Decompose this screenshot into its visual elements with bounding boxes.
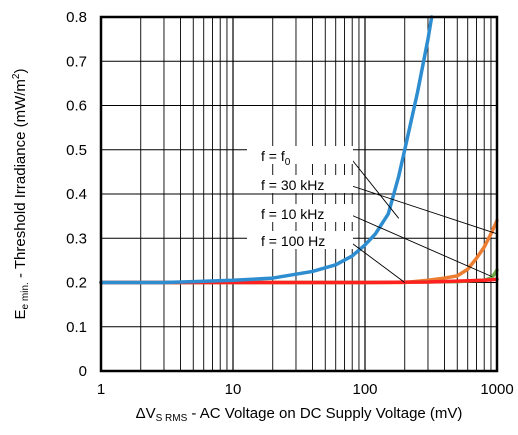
- y-axis-label-middle: - Threshold Irradiance (mW/m: [12, 79, 29, 282]
- x-tick-label: 1000: [480, 381, 513, 398]
- annotations: f = f0 f = 30 kHz f = 10 kHz f = 100 Hz: [247, 146, 498, 283]
- y-axis-label-suffix: ): [12, 69, 29, 74]
- annotation-leader-line: [348, 240, 406, 283]
- y-axis-label-sub: e min.: [20, 282, 31, 309]
- annotation-backdrop: [247, 146, 353, 164]
- annotation-leader-line: [348, 155, 400, 219]
- x-tick-label: 10: [225, 381, 242, 398]
- y-tick-label: 0.4: [66, 186, 87, 203]
- y-tick-label: 0.2: [66, 275, 87, 292]
- series-line-2: [99, 277, 499, 285]
- y-tick-label: 0.7: [66, 53, 87, 70]
- x-axis-label-sub: S RMS: [156, 413, 188, 424]
- annotation-backdrop: [247, 231, 353, 249]
- y-tick-label: 0.6: [66, 98, 87, 115]
- x-tick-label: 100: [352, 381, 377, 398]
- y-axis-label: Ee min. - Threshold Irradiance (mW/m2): [11, 69, 31, 320]
- y-axis-label-sup: 2: [11, 73, 22, 79]
- y-tick-label: 0.1: [66, 319, 87, 336]
- x-axis-label-prefix: ΔV: [136, 405, 156, 422]
- plot-frame: [99, 15, 499, 373]
- y-tick-labels: 0 0.1 0.2 0.3 0.4 0.5 0.6 0.7 0.8: [66, 9, 87, 380]
- y-axis-label-prefix: E: [12, 309, 29, 319]
- y-tick-label: 0.8: [66, 9, 87, 26]
- annotation-label: f = f0: [261, 148, 291, 168]
- annotation-leader-line: [348, 213, 493, 278]
- annotation-label: f = 30 kHz: [261, 177, 324, 193]
- x-tick-label: 1: [97, 381, 105, 398]
- series-group: [99, 15, 499, 285]
- grid: [101, 17, 497, 371]
- x-axis-label: ΔVS RMS - AC Voltage on DC Supply Voltag…: [136, 405, 463, 424]
- annotation-label: f = 10 kHz: [261, 206, 324, 222]
- annotation-backdrop: [247, 175, 353, 193]
- y-tick-label: 0.3: [66, 230, 87, 247]
- annotation-label: f = 100 Hz: [261, 233, 325, 249]
- y-tick-label: 0.5: [66, 142, 87, 159]
- annotation-backdrop: [247, 204, 353, 222]
- annotation-leader-line: [348, 184, 498, 235]
- x-tick-labels: 1 10 100 1000: [97, 381, 514, 398]
- series-line-3: [99, 15, 434, 285]
- y-tick-label: 0: [79, 363, 87, 380]
- x-axis-label-suffix: - AC Voltage on DC Supply Voltage (mV): [187, 405, 462, 422]
